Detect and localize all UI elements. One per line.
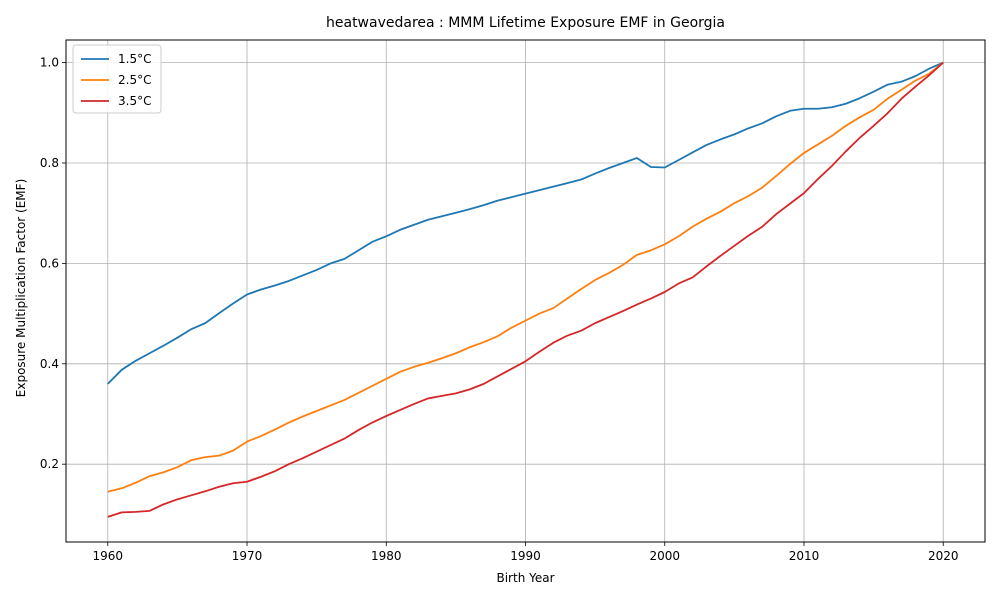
- legend-label-1: 1.5°C: [118, 52, 151, 66]
- x-axis-label: Birth Year: [496, 571, 554, 585]
- axis-ticks: 1960 1970 1980 1990 2000 2010 2020 0.2 0.4 0.6 0.8…: [40, 56, 959, 563]
- y-axis-label: Exposure Multiplication Factor (EMF): [14, 179, 28, 397]
- grid-lines: [66, 40, 985, 542]
- y-tick-label: 0.8: [40, 156, 59, 170]
- series-line-2: [107, 61, 944, 493]
- x-tick-label: 2020: [928, 549, 959, 563]
- series-line-3: [107, 61, 944, 518]
- y-tick-label: 0.2: [40, 457, 59, 471]
- legend-label-2: 2.5°C: [118, 73, 151, 87]
- y-tick-label: 0.4: [40, 357, 59, 371]
- legend-box: [72, 44, 162, 114]
- legend: 1.5°C 2.5°C 3.5°C: [72, 44, 162, 114]
- series-lines: [107, 61, 944, 518]
- x-tick-label: 2010: [789, 549, 820, 563]
- series-line-1: [107, 61, 944, 385]
- x-tick-label: 2000: [649, 549, 680, 563]
- x-tick-label: 1990: [510, 549, 541, 563]
- x-tick-label: 1970: [232, 549, 263, 563]
- x-tick-label: 1980: [371, 549, 402, 563]
- legend-label-3: 3.5°C: [118, 94, 151, 108]
- y-tick-label: 1.0: [40, 56, 59, 70]
- chart-title: heatwavedarea : MMM Lifetime Exposure EM…: [326, 15, 725, 31]
- x-tick-label: 1960: [92, 549, 123, 563]
- y-tick-label: 0.6: [40, 256, 59, 270]
